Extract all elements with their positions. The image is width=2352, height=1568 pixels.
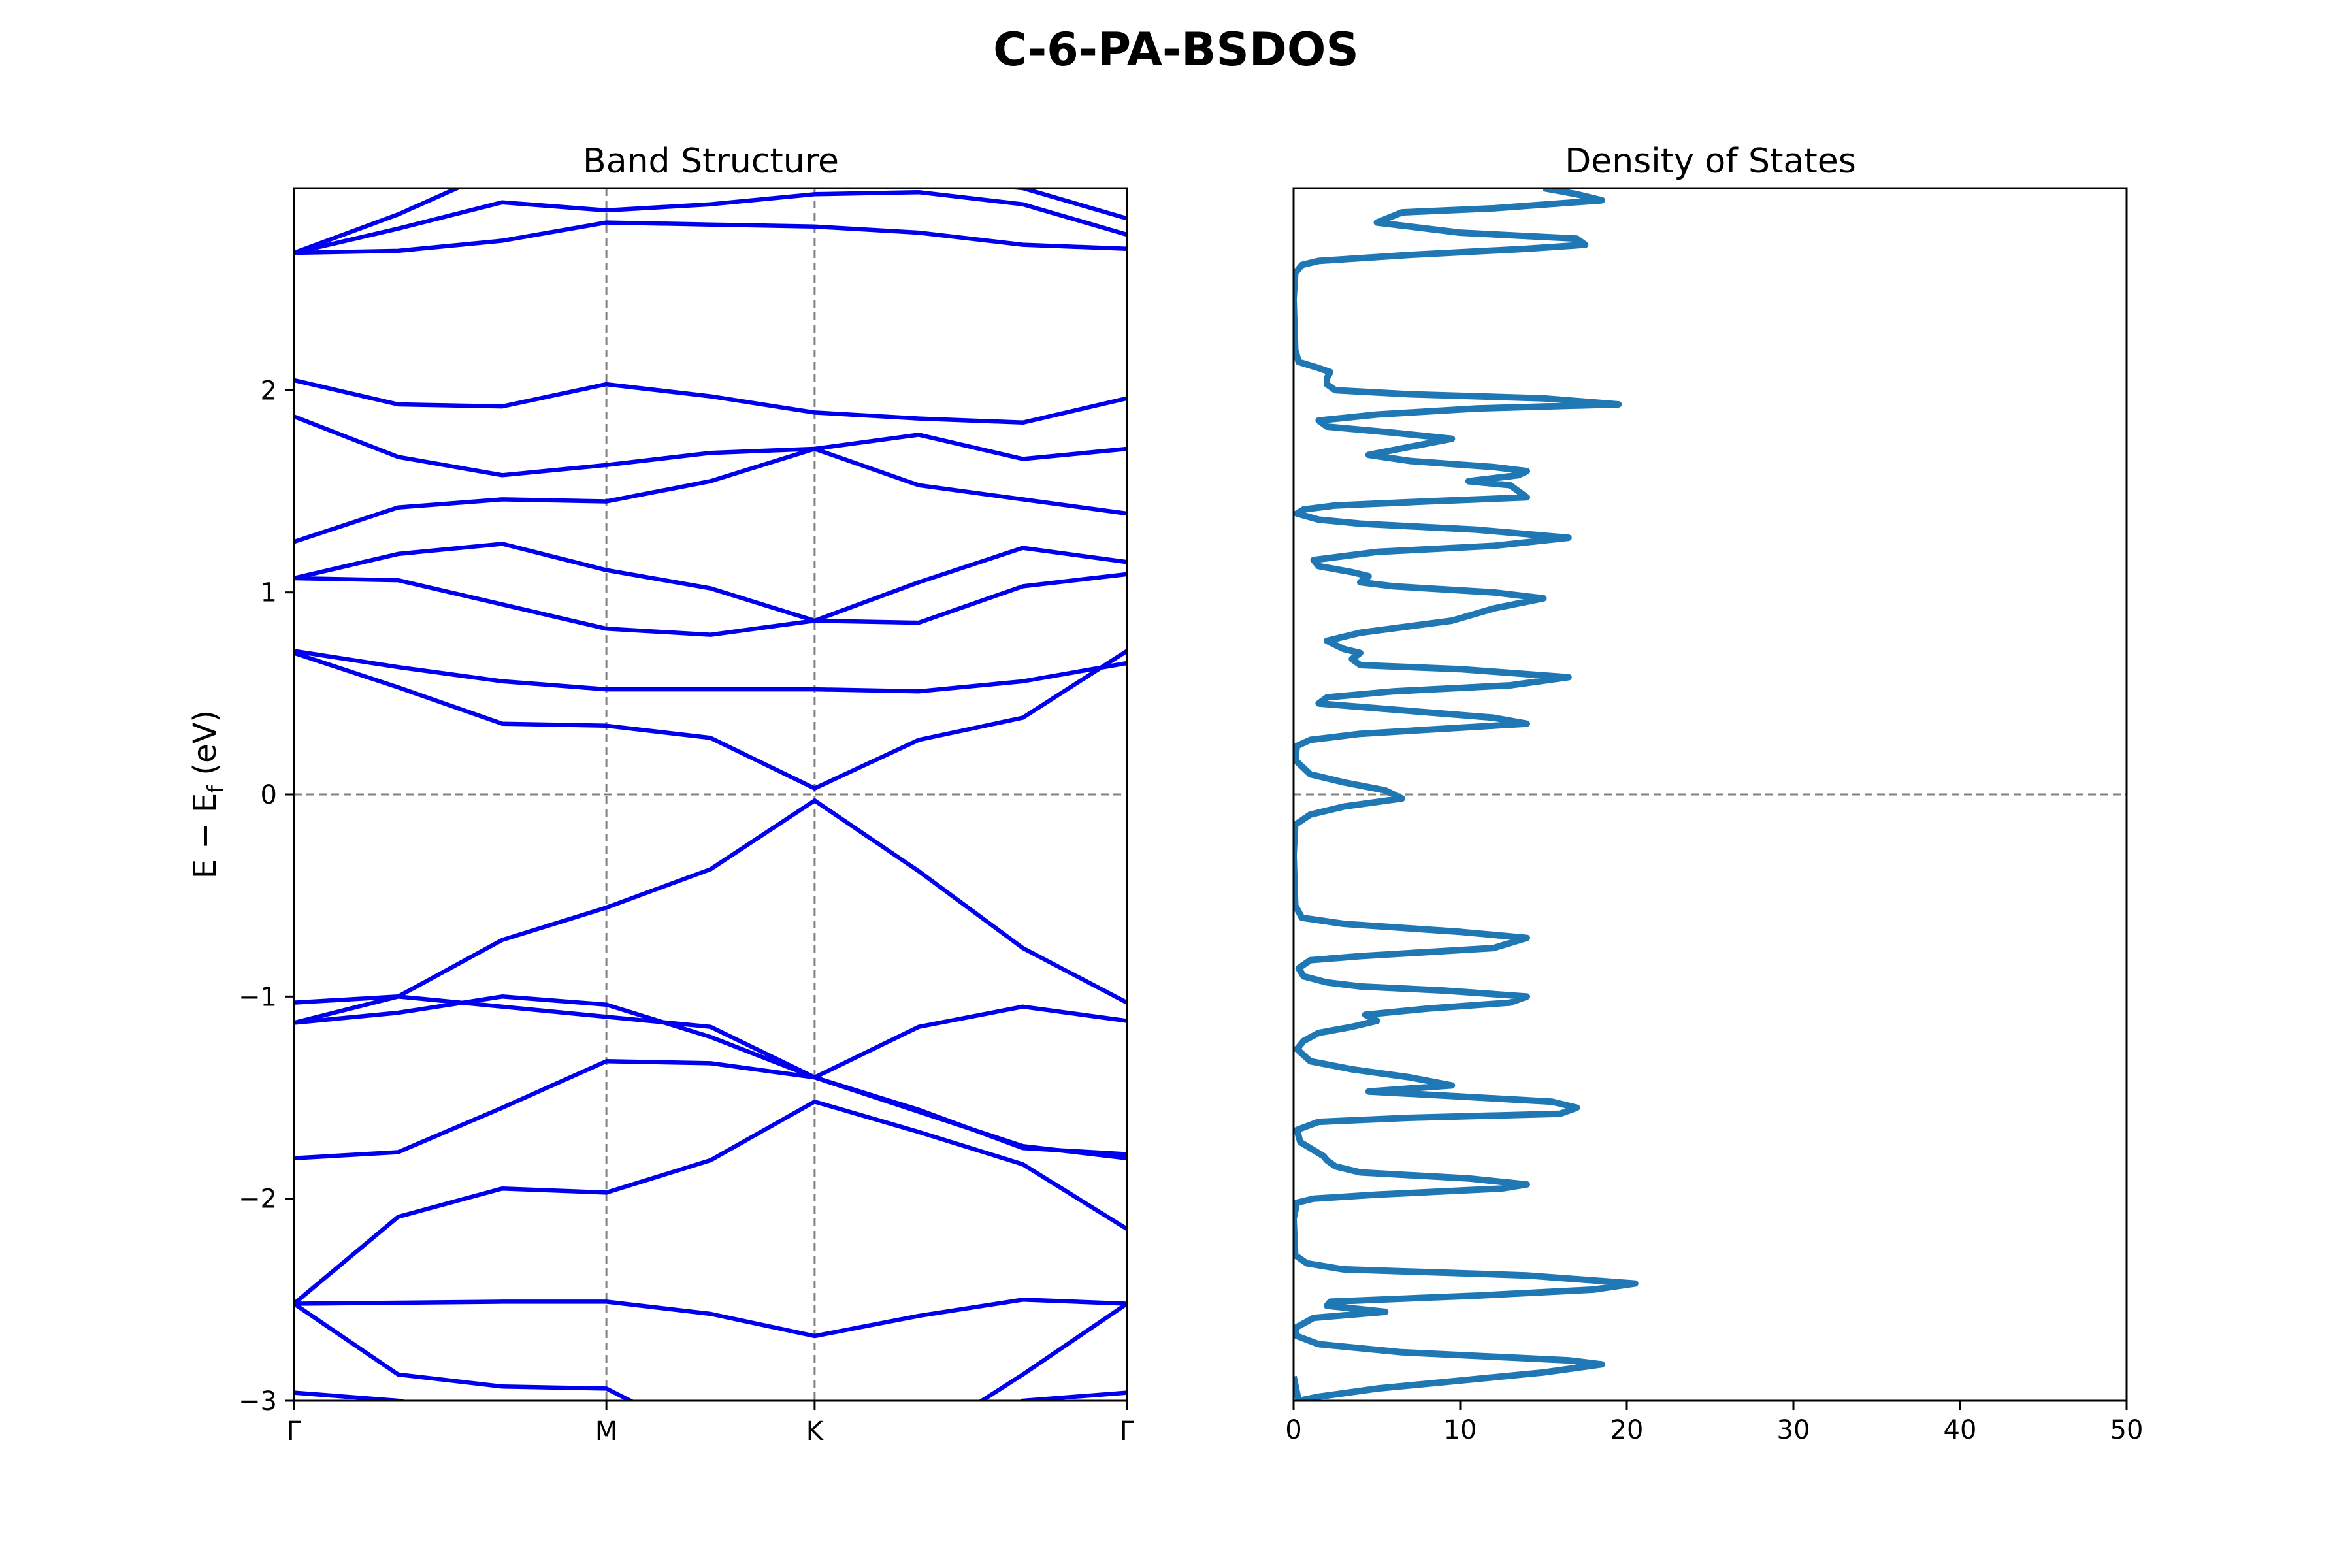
band-line-6 — [294, 994, 1127, 1156]
band-y-ticks: −3 −2 −1 0 1 2 — [238, 376, 294, 1416]
band-line-2 — [294, 1301, 1127, 1401]
band-kpath-label: K — [806, 1416, 825, 1446]
band-line-4 — [294, 1099, 1127, 1305]
band-y-tick-label: −1 — [238, 982, 277, 1012]
figure-title: C-6-PA-BSDOS — [993, 23, 1359, 76]
band-line-16 — [294, 220, 1127, 255]
band-y-tick-label: −2 — [238, 1184, 277, 1215]
dos-x-ticks: 0 10 20 30 40 50 — [1285, 1401, 2143, 1445]
band-line-11 — [294, 572, 1127, 637]
dos-lines — [1294, 188, 1639, 1401]
band-structure-axes: Band Structure −3 −2 −1 0 1 2 Γ M K Γ E − Ef (eV… — [187, 142, 1135, 1522]
band-line-13 — [294, 446, 1127, 544]
dos-curve — [1294, 188, 1639, 1401]
band-guides — [294, 188, 1127, 1401]
band-y-tick-label: −3 — [238, 1386, 277, 1416]
band-line-0 — [294, 1411, 1127, 1522]
band-line-14 — [294, 414, 1127, 478]
band-y-tick-label: 1 — [261, 578, 277, 608]
band-line-5 — [294, 1059, 1127, 1161]
band-y-tick-label: 0 — [261, 780, 277, 810]
dos-x-tick-label: 20 — [1610, 1415, 1644, 1445]
dos-frame — [1292, 187, 2128, 1402]
dos-x-tick-label: 0 — [1285, 1415, 1301, 1445]
band-structure-title: Band Structure — [583, 142, 839, 181]
dos-title: Density of States — [1565, 142, 1856, 181]
band-line-9 — [294, 649, 1127, 791]
band-line-18 — [294, 188, 1127, 255]
band-line-3 — [294, 1298, 1127, 1339]
band-kpath-label: Γ — [287, 1416, 302, 1446]
dos-x-tick-label: 50 — [2110, 1415, 2144, 1445]
dos-x-tick-label: 10 — [1444, 1415, 1477, 1445]
dos-x-tick-label: 30 — [1777, 1415, 1810, 1445]
band-kpath-label: M — [595, 1416, 618, 1446]
band-line-12 — [294, 542, 1127, 623]
band-kpath-label: Γ — [1120, 1416, 1135, 1446]
dos-guides — [1293, 188, 2127, 1401]
band-line-17 — [294, 189, 1127, 255]
band-line-7 — [294, 798, 1127, 1025]
band-lines — [294, 188, 1127, 1522]
dos-x-tick-label: 40 — [1944, 1415, 1977, 1445]
band-line-8 — [294, 994, 1127, 1080]
band-y-axis-label: E − Ef (eV) — [187, 710, 229, 879]
band-line-1 — [294, 1390, 1127, 1401]
band-line-15 — [294, 378, 1127, 425]
band-y-tick-label: 2 — [261, 376, 277, 406]
band-line-10 — [294, 649, 1127, 694]
dos-axes: Density of States 0 10 20 30 40 50 — [1285, 142, 2143, 1445]
